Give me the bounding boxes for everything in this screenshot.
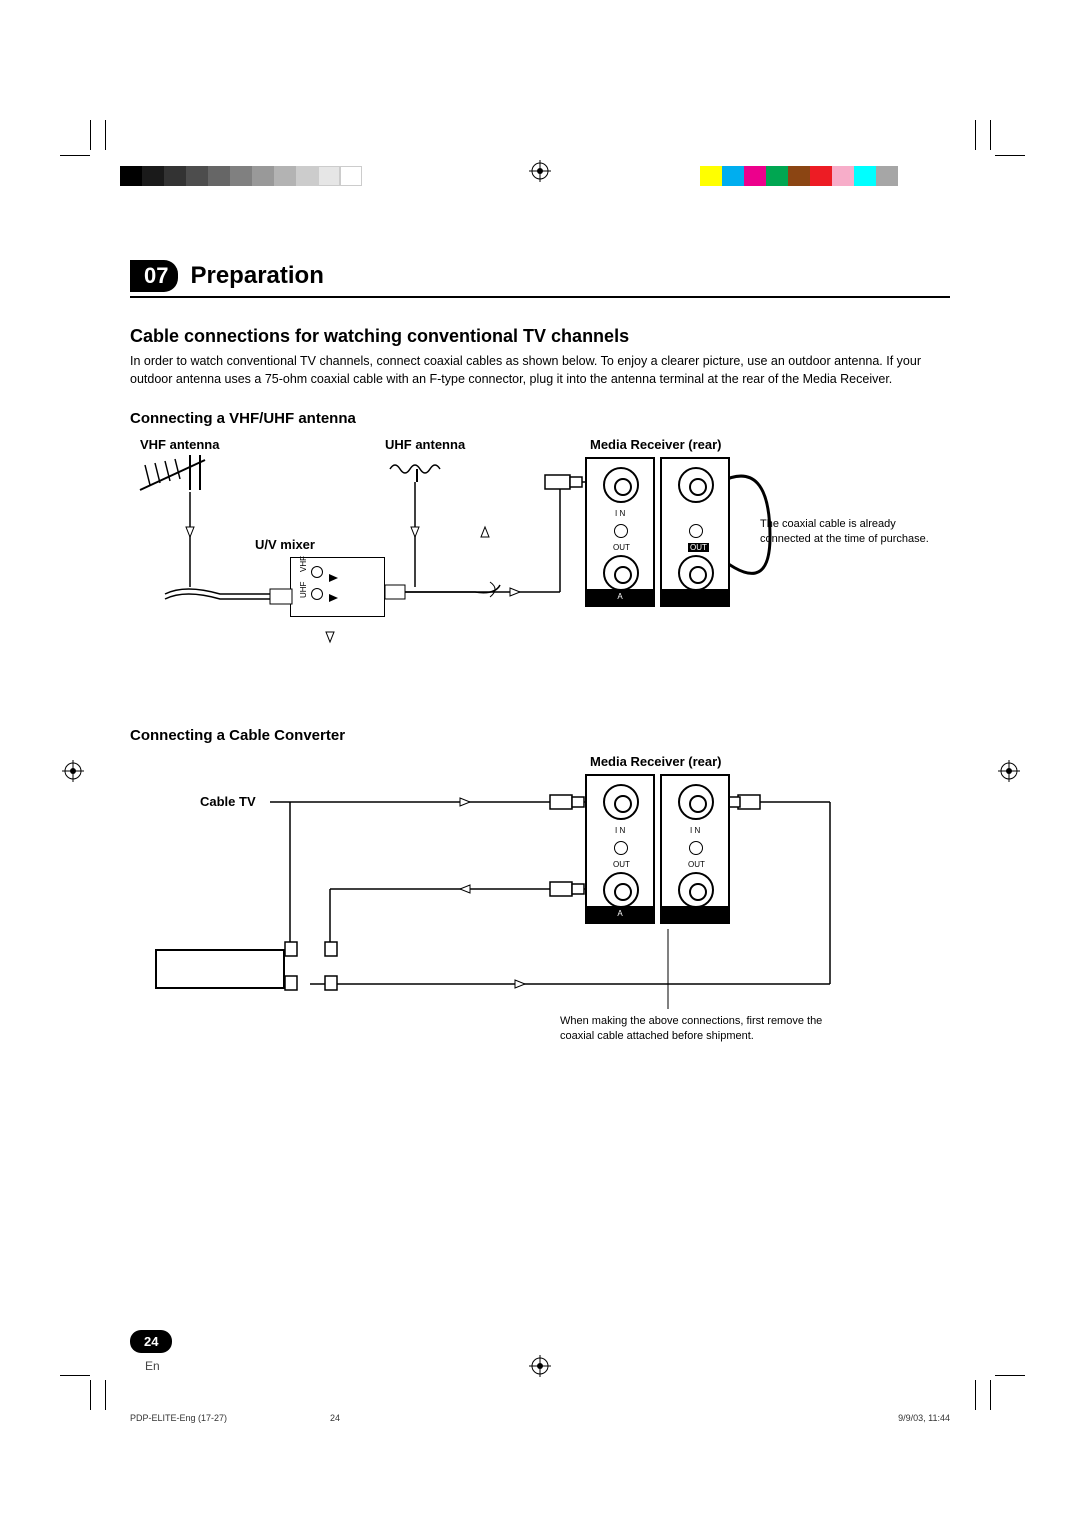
page-number-badge: 24 xyxy=(130,1330,172,1353)
registration-mark-icon xyxy=(529,160,551,182)
diagram-vhf-uhf: VHF antenna UHF antenna Media Receiver (… xyxy=(130,437,950,717)
diagram2-note: When making the above connections, first… xyxy=(560,1014,840,1044)
color-bar xyxy=(700,166,898,186)
page-language: En xyxy=(145,1359,160,1373)
section-number: 07 xyxy=(130,260,178,292)
cable-converter-box xyxy=(155,949,285,989)
print-footer: PDP-ELITE-Eng (17-27) 24 9/9/03, 11:44 xyxy=(130,1413,950,1423)
intro-text: In order to watch conventional TV channe… xyxy=(130,353,950,388)
diagram1-heading: Connecting a VHF/UHF antenna xyxy=(130,410,950,427)
registration-mark-icon xyxy=(998,760,1020,782)
doc-id: PDP-ELITE-Eng (17-27) xyxy=(130,1413,227,1423)
diagram2-heading: Connecting a Cable Converter xyxy=(130,727,950,744)
page-content: 07 Preparation Cable connections for wat… xyxy=(130,260,950,1094)
main-heading: Cable connections for watching conventio… xyxy=(130,326,950,347)
page-print: 24 xyxy=(330,1413,340,1423)
grayscale-bar xyxy=(120,166,362,186)
diagram-cable-converter: Media Receiver (rear) Cable TV Cable Con… xyxy=(130,754,950,1094)
section-header: 07 Preparation xyxy=(130,260,950,298)
print-timestamp: 9/9/03, 11:44 xyxy=(898,1413,950,1423)
registration-mark-icon xyxy=(529,1355,551,1377)
uv-mixer-box: VHF UHF xyxy=(290,557,385,617)
antenna-panel-a: I N OUT A ANTENNA/CABLE B xyxy=(585,457,655,607)
diagram1-note: The coaxial cable is already connected a… xyxy=(760,517,940,547)
antenna-panel-b2: I N OUT xyxy=(660,774,730,924)
antenna-panel-b: OUT xyxy=(660,457,730,607)
registration-mark-icon xyxy=(62,760,84,782)
section-title: Preparation xyxy=(190,262,323,290)
antenna-panel-a2: I N OUT A ANTENNA/CABLE B xyxy=(585,774,655,924)
mixer-label: U/V mixer xyxy=(255,537,315,552)
